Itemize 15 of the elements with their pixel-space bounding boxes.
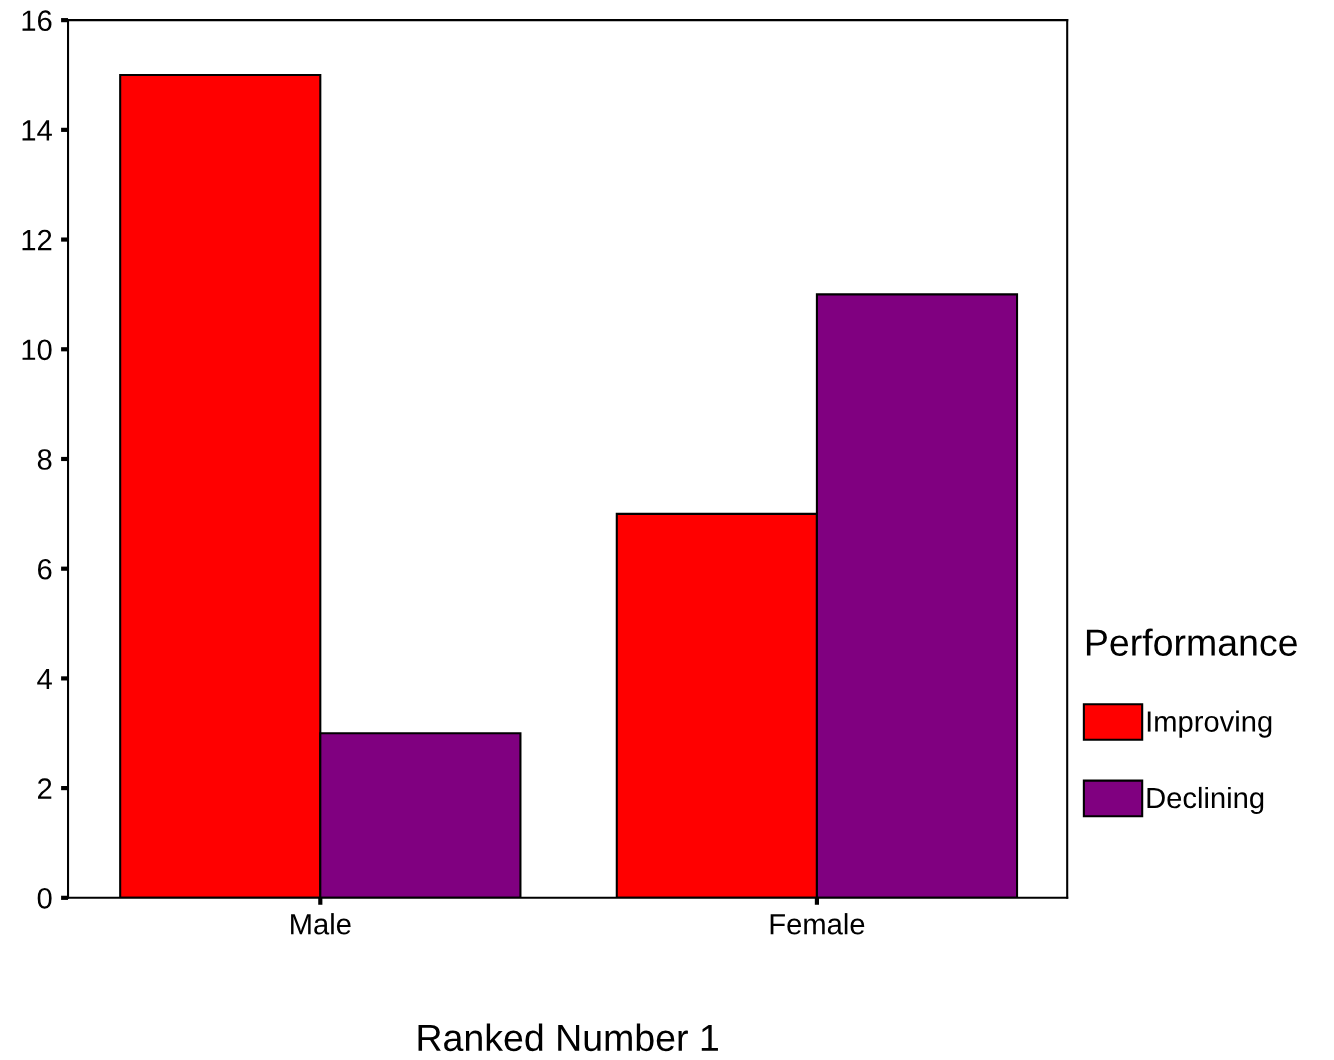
y-tick-label: 16 xyxy=(22,10,52,31)
y-tick-label: 0 xyxy=(37,888,52,909)
y-tick-label: 12 xyxy=(22,229,52,251)
y-tick-label: 4 xyxy=(37,668,52,689)
y-tick-label: 10 xyxy=(22,339,52,361)
y-tick-label: 14 xyxy=(22,120,52,141)
y-tick-label: 8 xyxy=(37,449,52,470)
x-tick-label: Female xyxy=(770,913,865,935)
x-tick-label: Male xyxy=(291,913,351,935)
y-tick-label: 6 xyxy=(38,558,52,580)
legend-label: Declining xyxy=(1147,786,1264,815)
legend-label: Improving xyxy=(1147,710,1272,738)
y-tick-label: 2 xyxy=(38,778,52,799)
x-axis-title: Ranked Number 1 xyxy=(418,1023,718,1052)
legend-title: Performance xyxy=(1086,628,1297,656)
